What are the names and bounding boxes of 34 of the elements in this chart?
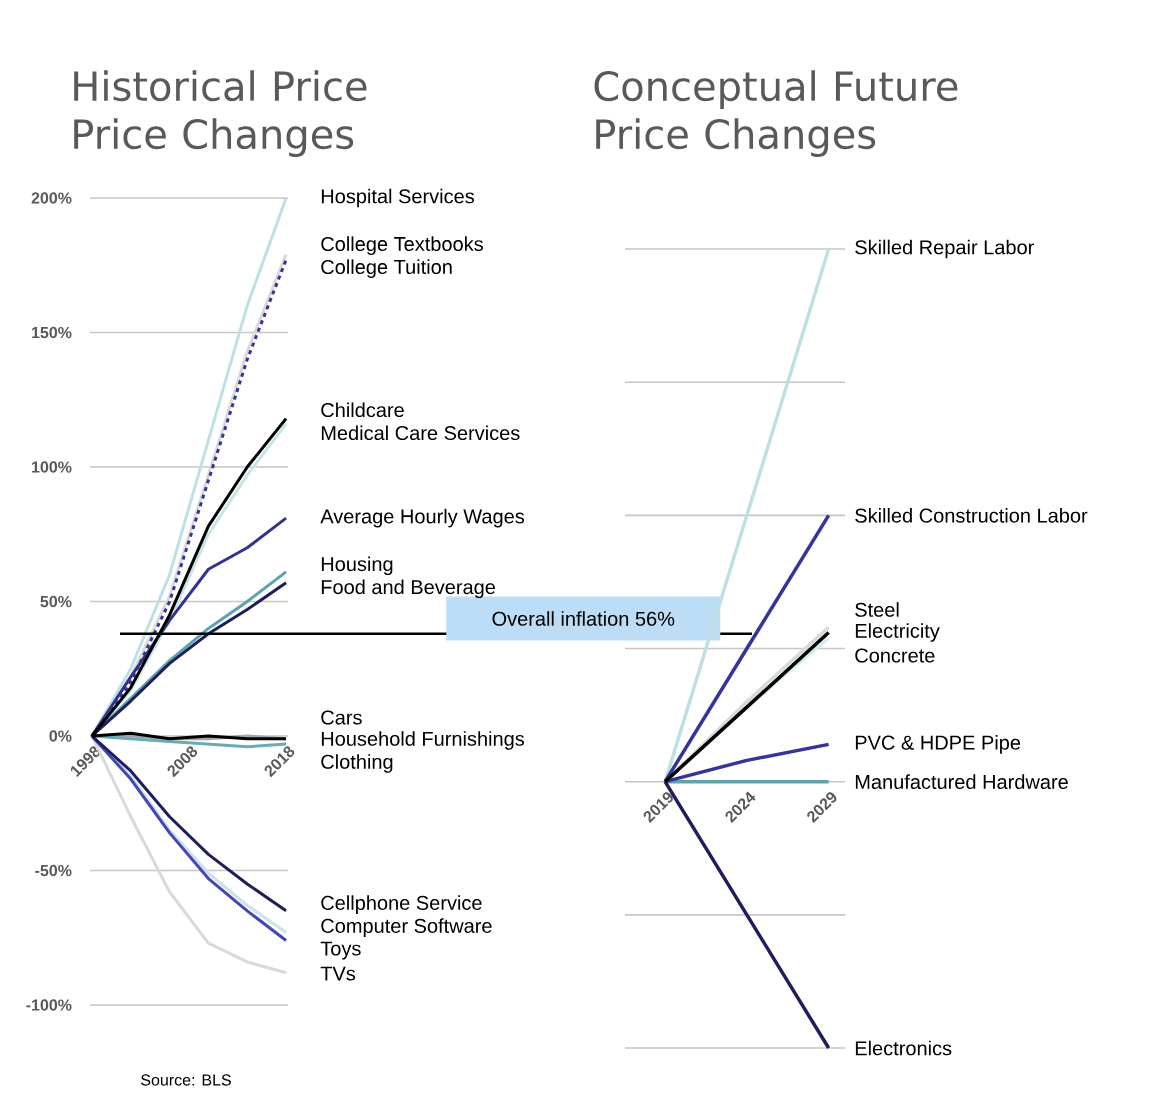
series-label: TVs <box>320 966 356 981</box>
series-label: Steel <box>855 602 899 617</box>
y-tick-label: -100% <box>26 999 72 1011</box>
series-label: Skilled Repair Labor <box>855 239 1034 259</box>
series-label: PVC & HDPE Pipe <box>855 735 1021 754</box>
series-label: Household Furnishings <box>321 731 525 750</box>
y-tick-label: 150% <box>32 326 72 339</box>
series-label: Housing <box>321 556 393 576</box>
y-tick-label: -50% <box>35 864 72 877</box>
series-label: Skilled Construction Labor <box>855 508 1088 523</box>
series-label: Childcare <box>321 402 404 418</box>
series-label: Computer Software <box>321 918 492 937</box>
y-tick-label: 200% <box>31 192 72 204</box>
series-label: Hospital Services <box>321 188 474 208</box>
source-note: Source: BLS <box>141 1074 231 1086</box>
series-label: College Textbooks <box>321 236 483 255</box>
series-label: Food and Beverage <box>321 579 496 599</box>
y-tick-label: 100% <box>32 461 72 473</box>
series-label: Clothing <box>321 754 393 773</box>
series-label: Electricity <box>855 623 940 642</box>
series-label: Electronics <box>855 1040 952 1056</box>
series-label: Medical Care Services <box>321 425 520 441</box>
y-tick-label: 0% <box>49 730 72 742</box>
series-label: Concrete <box>855 648 935 663</box>
series-label: Toys <box>320 941 361 960</box>
series-label: Manufactured Hardware <box>855 774 1068 790</box>
series-label: Average Hourly Wages <box>320 508 525 528</box>
series-label: Cellphone Service <box>321 895 482 914</box>
chart-title: Conceptual Future Price Changes <box>594 70 958 157</box>
chart-title: Historical Price Price Changes <box>74 70 367 157</box>
series-label: Cars <box>321 710 362 725</box>
y-tick-label: 50% <box>40 595 72 608</box>
ref-line-label: Overall inflation 56% <box>492 611 675 626</box>
series-label: College Tuition <box>321 259 452 278</box>
